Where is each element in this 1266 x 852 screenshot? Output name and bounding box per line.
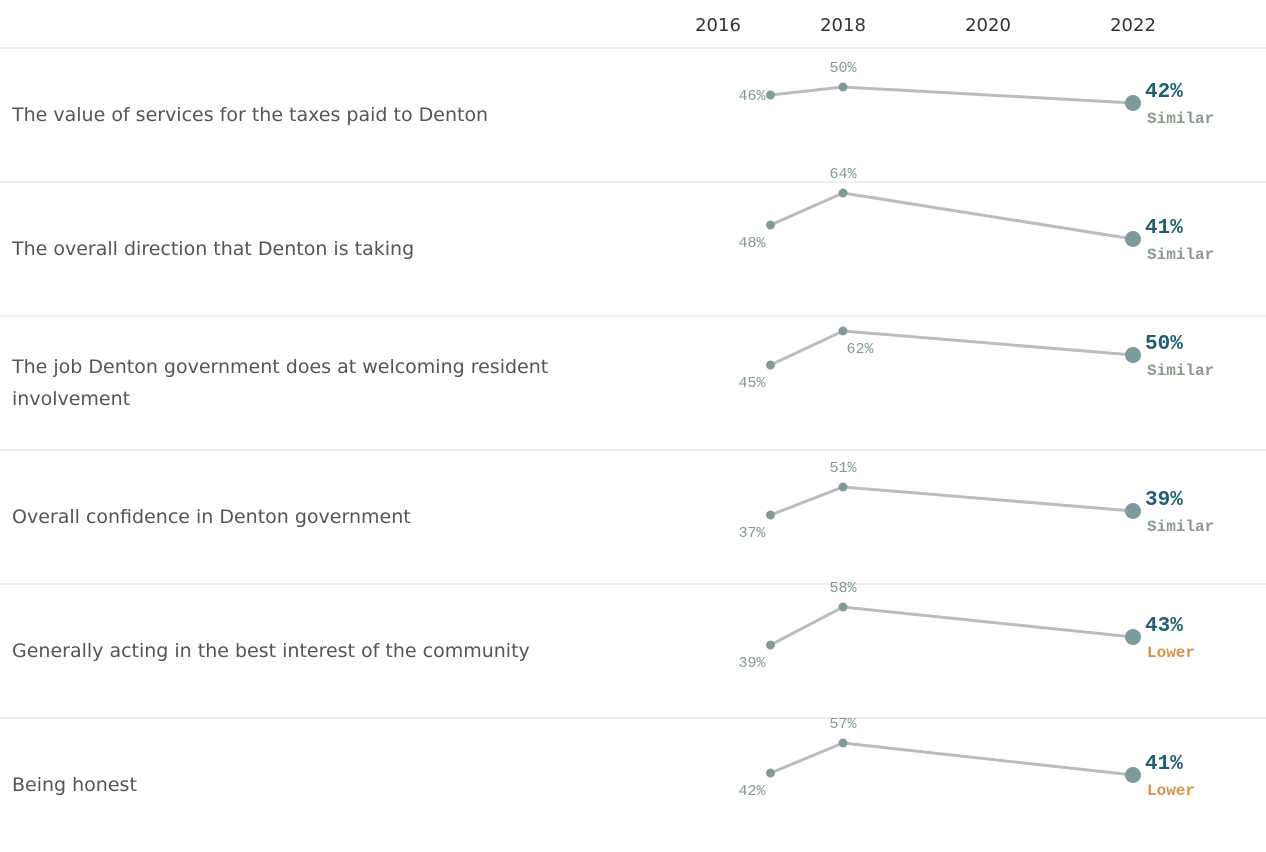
value-label: 48%: [738, 235, 766, 252]
status-label: Similar: [1147, 362, 1214, 380]
status-label: Lower: [1147, 782, 1195, 798]
latest-point: [1125, 231, 1141, 247]
latest-label: 42%: [1145, 81, 1183, 104]
status-label: Lower: [1147, 644, 1195, 662]
value-label: 50%: [829, 60, 857, 77]
status-label: Similar: [1147, 246, 1214, 264]
x-tick-label: 2018: [820, 15, 866, 36]
row-label: Being honest: [12, 774, 137, 796]
point: [838, 482, 848, 492]
latest-point: [1125, 503, 1141, 519]
row-label: The job Denton government does at welcom…: [12, 356, 549, 410]
latest-point: [1125, 347, 1141, 363]
trend-line: [769, 191, 1134, 241]
value-label: 42%: [738, 783, 766, 798]
value-label: 57%: [829, 716, 857, 733]
point: [766, 90, 775, 100]
point: [766, 360, 775, 370]
latest-point: [1125, 629, 1141, 645]
latest-label: 50%: [1145, 333, 1183, 356]
x-tick-label: 2016: [695, 15, 741, 36]
row-label: The overall direction that Denton is tak…: [12, 238, 415, 260]
latest-label: 43%: [1145, 615, 1183, 638]
value-label: 37%: [738, 525, 766, 542]
point: [838, 188, 848, 198]
status-label: Similar: [1147, 110, 1214, 128]
x-tick-label: 2020: [965, 15, 1011, 36]
chart: 2016 2018 2020 2022 46% 50% 42% Similar 48% 64% 41…: [0, 15, 1266, 798]
point: [766, 768, 775, 778]
point: [838, 326, 848, 336]
value-label: 62%: [846, 341, 874, 358]
latest-label: 41%: [1145, 753, 1183, 776]
value-label: 45%: [738, 375, 766, 392]
trend-line: [769, 605, 1134, 647]
trend-line: [769, 485, 1134, 517]
trend-line: [770, 85, 1134, 105]
row-label: Overall confidence in Denton government: [12, 506, 411, 528]
point: [766, 640, 775, 650]
value-label: 46%: [738, 88, 766, 105]
latest-point: [1125, 95, 1141, 111]
x-tick-label: 2022: [1110, 15, 1156, 36]
value-label: 64%: [829, 166, 857, 183]
value-label: 51%: [829, 460, 857, 477]
point: [766, 220, 775, 230]
page: {"chart_data": {"type": "line", "x": [20…: [0, 15, 1266, 798]
value-label: 39%: [738, 655, 766, 672]
row-label: Generally acting in the best interest of…: [12, 640, 530, 662]
latest-label: 41%: [1145, 217, 1183, 240]
latest-point: [1125, 767, 1141, 783]
point: [838, 602, 848, 612]
value-label: 58%: [829, 580, 857, 597]
trend-line: [769, 741, 1134, 777]
point: [838, 82, 848, 92]
status-label: Similar: [1147, 518, 1214, 536]
latest-label: 39%: [1145, 489, 1183, 512]
trend-line: [769, 329, 1134, 367]
row-label: The value of services for the taxes paid…: [12, 104, 489, 126]
point: [766, 510, 775, 520]
point: [838, 738, 848, 748]
